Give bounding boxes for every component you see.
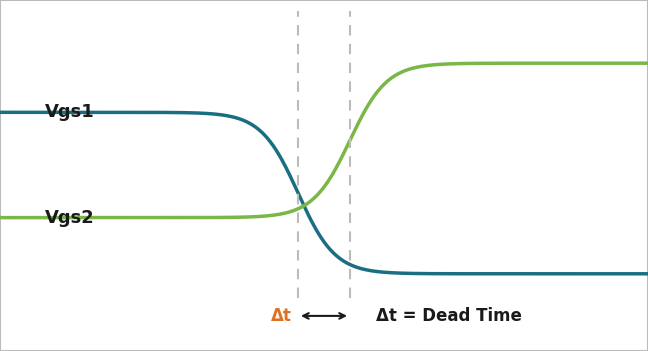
Text: Vgs2: Vgs2 xyxy=(45,208,95,227)
Text: Δt: Δt xyxy=(271,307,292,325)
Text: Δt = Dead Time: Δt = Dead Time xyxy=(376,307,522,325)
Text: Vgs1: Vgs1 xyxy=(45,103,95,121)
